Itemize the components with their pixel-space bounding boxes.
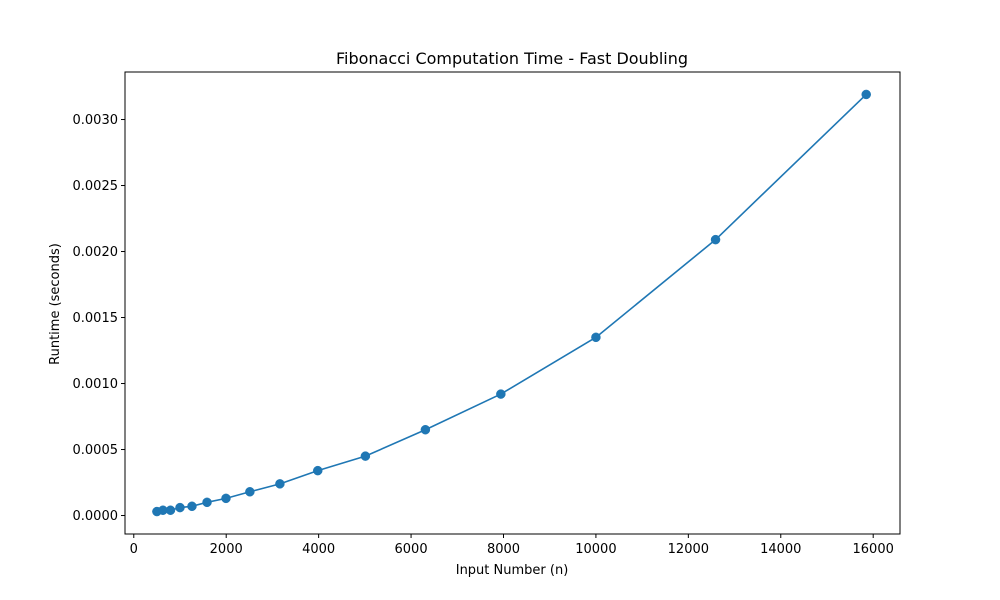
data-point-marker	[165, 505, 176, 515]
data-point-marker	[313, 465, 323, 476]
plot-frame	[124, 71, 901, 535]
data-point-marker	[275, 479, 285, 489]
data-point-marker	[245, 487, 255, 497]
x-tick-label: 4000	[302, 542, 335, 557]
x-tick-label: 12000	[668, 542, 709, 557]
y-tick-label: 0.0015	[73, 311, 119, 326]
series-line	[156, 93, 868, 513]
x-tick-label: 0	[130, 542, 138, 557]
data-point-marker	[187, 501, 197, 512]
chart-title: Fibonacci Computation Time - Fast Doubli…	[336, 49, 688, 68]
y-axis-label: Runtime (seconds)	[48, 243, 63, 365]
x-axis-label: Input Number (n)	[456, 563, 569, 578]
data-point-marker	[202, 497, 212, 508]
x-tick-label: 8000	[487, 542, 520, 557]
y-tick-label: 0.0005	[73, 443, 119, 458]
x-tick-label: 6000	[395, 542, 428, 557]
plot-area: 0 2000 4000 6000 8000 10000 12000 14000 16000 0.0…	[73, 71, 901, 557]
x-tick-label: 10000	[575, 542, 616, 557]
x-tick-label: 16000	[853, 542, 894, 557]
y-tick-label: 0.0000	[73, 509, 119, 524]
data-point-marker	[591, 332, 601, 343]
y-tick-label: 0.0025	[73, 179, 119, 194]
x-tick-label: 14000	[760, 542, 801, 557]
y-tick-label: 0.0020	[73, 245, 119, 260]
data-point-marker	[710, 234, 721, 245]
y-tick-label: 0.0010	[73, 377, 119, 392]
data-point-marker	[496, 389, 506, 399]
data-point-marker	[360, 451, 371, 461]
x-tick-label: 2000	[210, 542, 243, 557]
y-tick-label: 0.0030	[73, 113, 119, 128]
data-point-marker	[221, 493, 231, 504]
data-point-marker	[420, 424, 431, 435]
data-point-marker	[175, 502, 185, 513]
data-point-marker	[861, 89, 871, 100]
